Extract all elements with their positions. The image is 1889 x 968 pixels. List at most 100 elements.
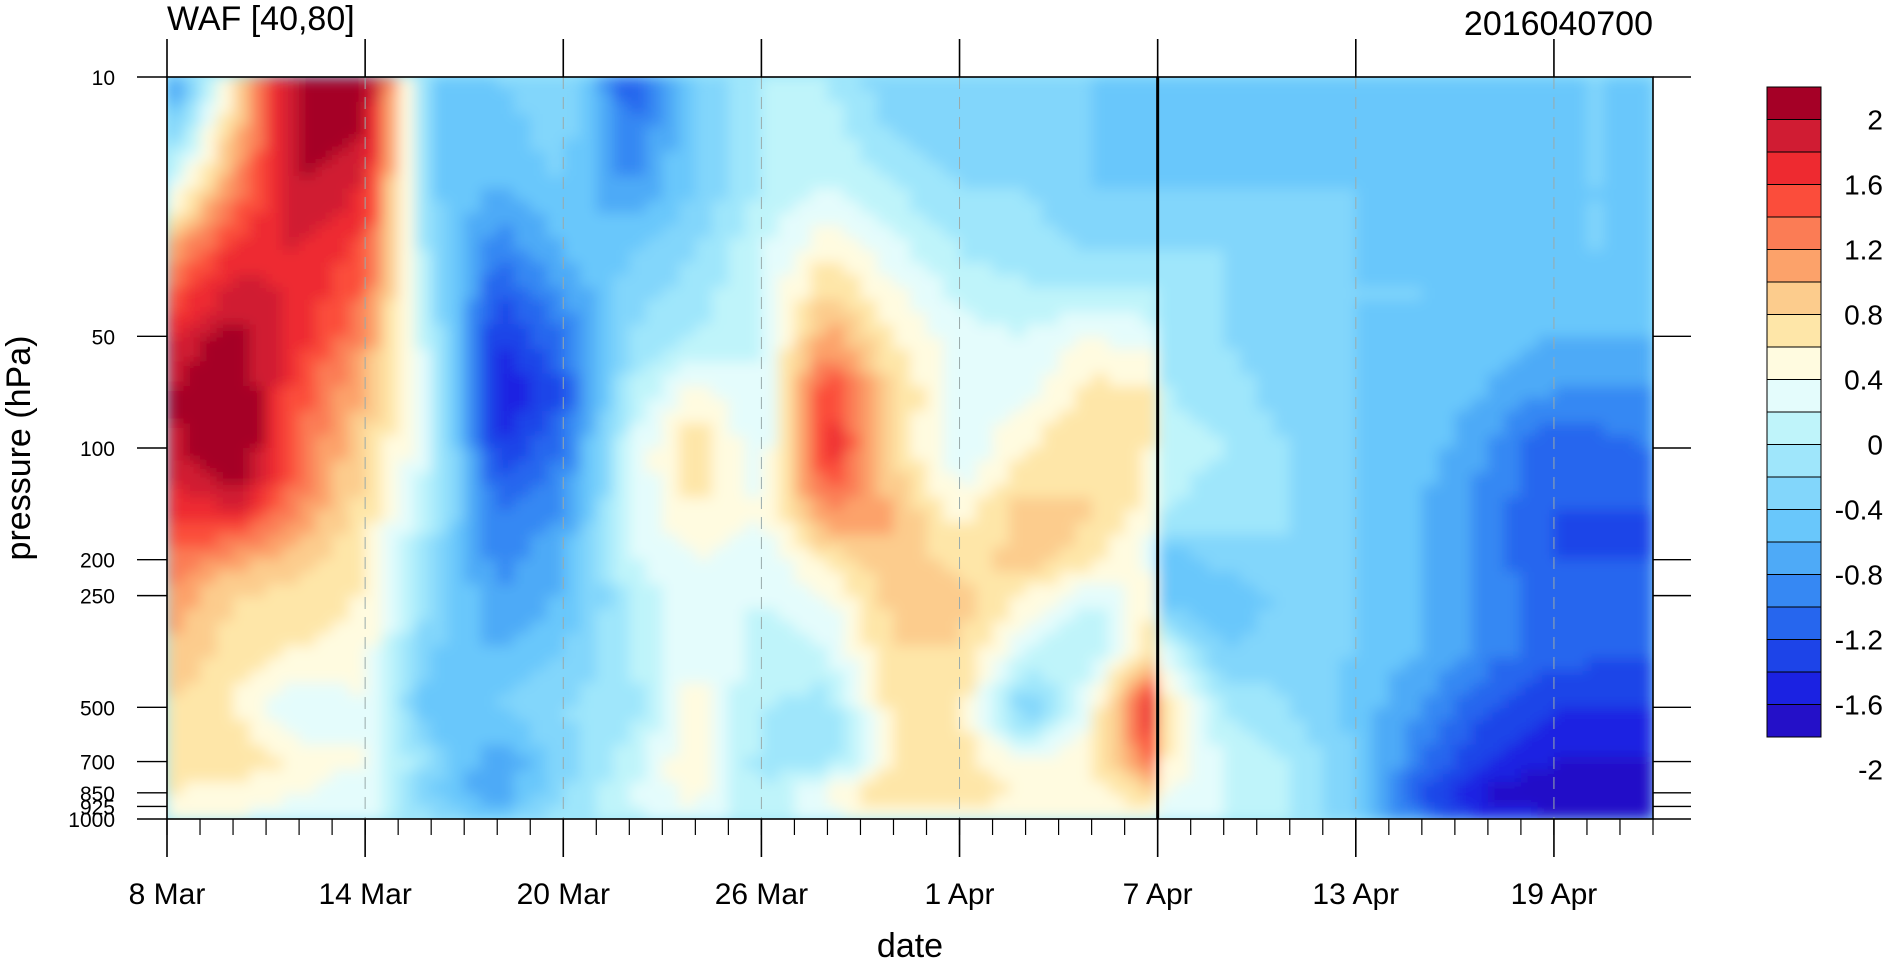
field-cell	[464, 126, 482, 140]
field-cell	[645, 237, 664, 251]
field-cell	[1372, 386, 1390, 400]
field-cell	[1256, 546, 1275, 561]
field-cell	[1141, 596, 1159, 610]
field-cell	[926, 188, 944, 202]
field-cell	[1141, 336, 1159, 350]
field-cell	[249, 77, 267, 91]
field-cell	[1570, 188, 1588, 202]
field-cell	[530, 744, 548, 758]
field-cell	[365, 732, 383, 746]
field-cell	[431, 163, 449, 177]
field-cell	[711, 225, 730, 239]
field-cell	[629, 386, 647, 400]
field-cell	[761, 423, 779, 437]
field-cell	[233, 497, 251, 511]
field-cell	[761, 200, 779, 214]
field-cell	[777, 559, 796, 573]
field-cell	[1471, 645, 1489, 660]
field-cell	[843, 89, 862, 103]
field-cell	[266, 608, 284, 622]
field-cell	[299, 744, 317, 758]
field-cell	[893, 262, 911, 276]
field-cell	[596, 225, 614, 239]
field-cell	[910, 225, 928, 239]
field-cell	[530, 213, 548, 227]
field-cell	[926, 448, 944, 462]
field-cell	[1454, 485, 1473, 499]
field-cell	[365, 460, 383, 474]
field-cell	[1075, 77, 1093, 91]
field-cell	[1256, 151, 1275, 165]
field-cell	[579, 485, 598, 499]
field-cell	[546, 163, 565, 177]
field-cell	[183, 138, 201, 152]
field-cell	[678, 707, 697, 721]
field-cell	[249, 534, 267, 548]
field-cell	[910, 596, 928, 610]
field-cell	[910, 559, 928, 573]
field-cell	[843, 213, 862, 227]
field-cell	[183, 349, 201, 363]
field-cell	[1388, 608, 1407, 622]
field-cell	[1273, 658, 1291, 672]
field-cell	[744, 151, 763, 165]
field-cell	[827, 175, 845, 190]
field-cell	[1025, 386, 1043, 400]
field-cell	[1075, 448, 1093, 462]
field-cell	[546, 151, 565, 165]
field-cell	[464, 497, 482, 511]
field-cell	[1388, 250, 1407, 264]
field-cell	[976, 163, 994, 177]
field-cell	[1322, 744, 1341, 758]
field-cell	[926, 559, 944, 573]
field-cell	[480, 163, 499, 177]
field-cell	[959, 509, 977, 523]
field-cell	[1619, 175, 1638, 190]
field-cell	[332, 101, 350, 115]
field-cell	[431, 645, 449, 660]
field-cell	[1438, 497, 1456, 511]
field-cell	[1108, 608, 1126, 622]
field-cell	[943, 497, 961, 511]
field-cell	[1339, 200, 1357, 214]
field-cell	[777, 250, 796, 264]
field-cell	[794, 485, 812, 499]
field-cell	[843, 163, 862, 177]
field-cell	[1025, 287, 1043, 301]
field-cell	[332, 386, 350, 400]
field-cell	[1091, 336, 1109, 350]
field-cell	[876, 398, 895, 412]
field-cell	[546, 138, 565, 152]
field-cell	[1537, 707, 1555, 721]
field-cell	[365, 472, 383, 486]
field-cell	[282, 138, 300, 152]
field-cell	[810, 213, 829, 227]
field-cell	[1207, 126, 1225, 140]
field-cell	[447, 163, 465, 177]
field-cell	[1487, 349, 1506, 363]
field-cell	[860, 77, 878, 91]
field-cell	[744, 534, 763, 548]
field-cell	[1520, 608, 1539, 622]
field-cell	[1207, 299, 1225, 313]
field-cell	[1075, 682, 1093, 697]
field-cell	[1586, 287, 1605, 301]
field-cell	[282, 114, 300, 128]
field-cell	[183, 262, 201, 276]
field-cell	[1355, 695, 1374, 709]
field-cell	[183, 250, 201, 264]
field-cell	[1042, 658, 1060, 672]
field-cell	[1603, 658, 1621, 672]
field-cell	[1190, 460, 1208, 474]
field-cell	[381, 522, 399, 536]
field-cell	[1537, 398, 1555, 412]
field-cell	[744, 448, 763, 462]
field-cell	[662, 349, 680, 363]
field-cell	[777, 101, 796, 115]
field-cell	[1174, 175, 1192, 190]
field-cell	[1223, 188, 1242, 202]
field-cell	[497, 485, 515, 499]
field-cell	[1570, 336, 1588, 350]
field-cell	[1091, 546, 1109, 561]
field-cell	[464, 559, 482, 573]
